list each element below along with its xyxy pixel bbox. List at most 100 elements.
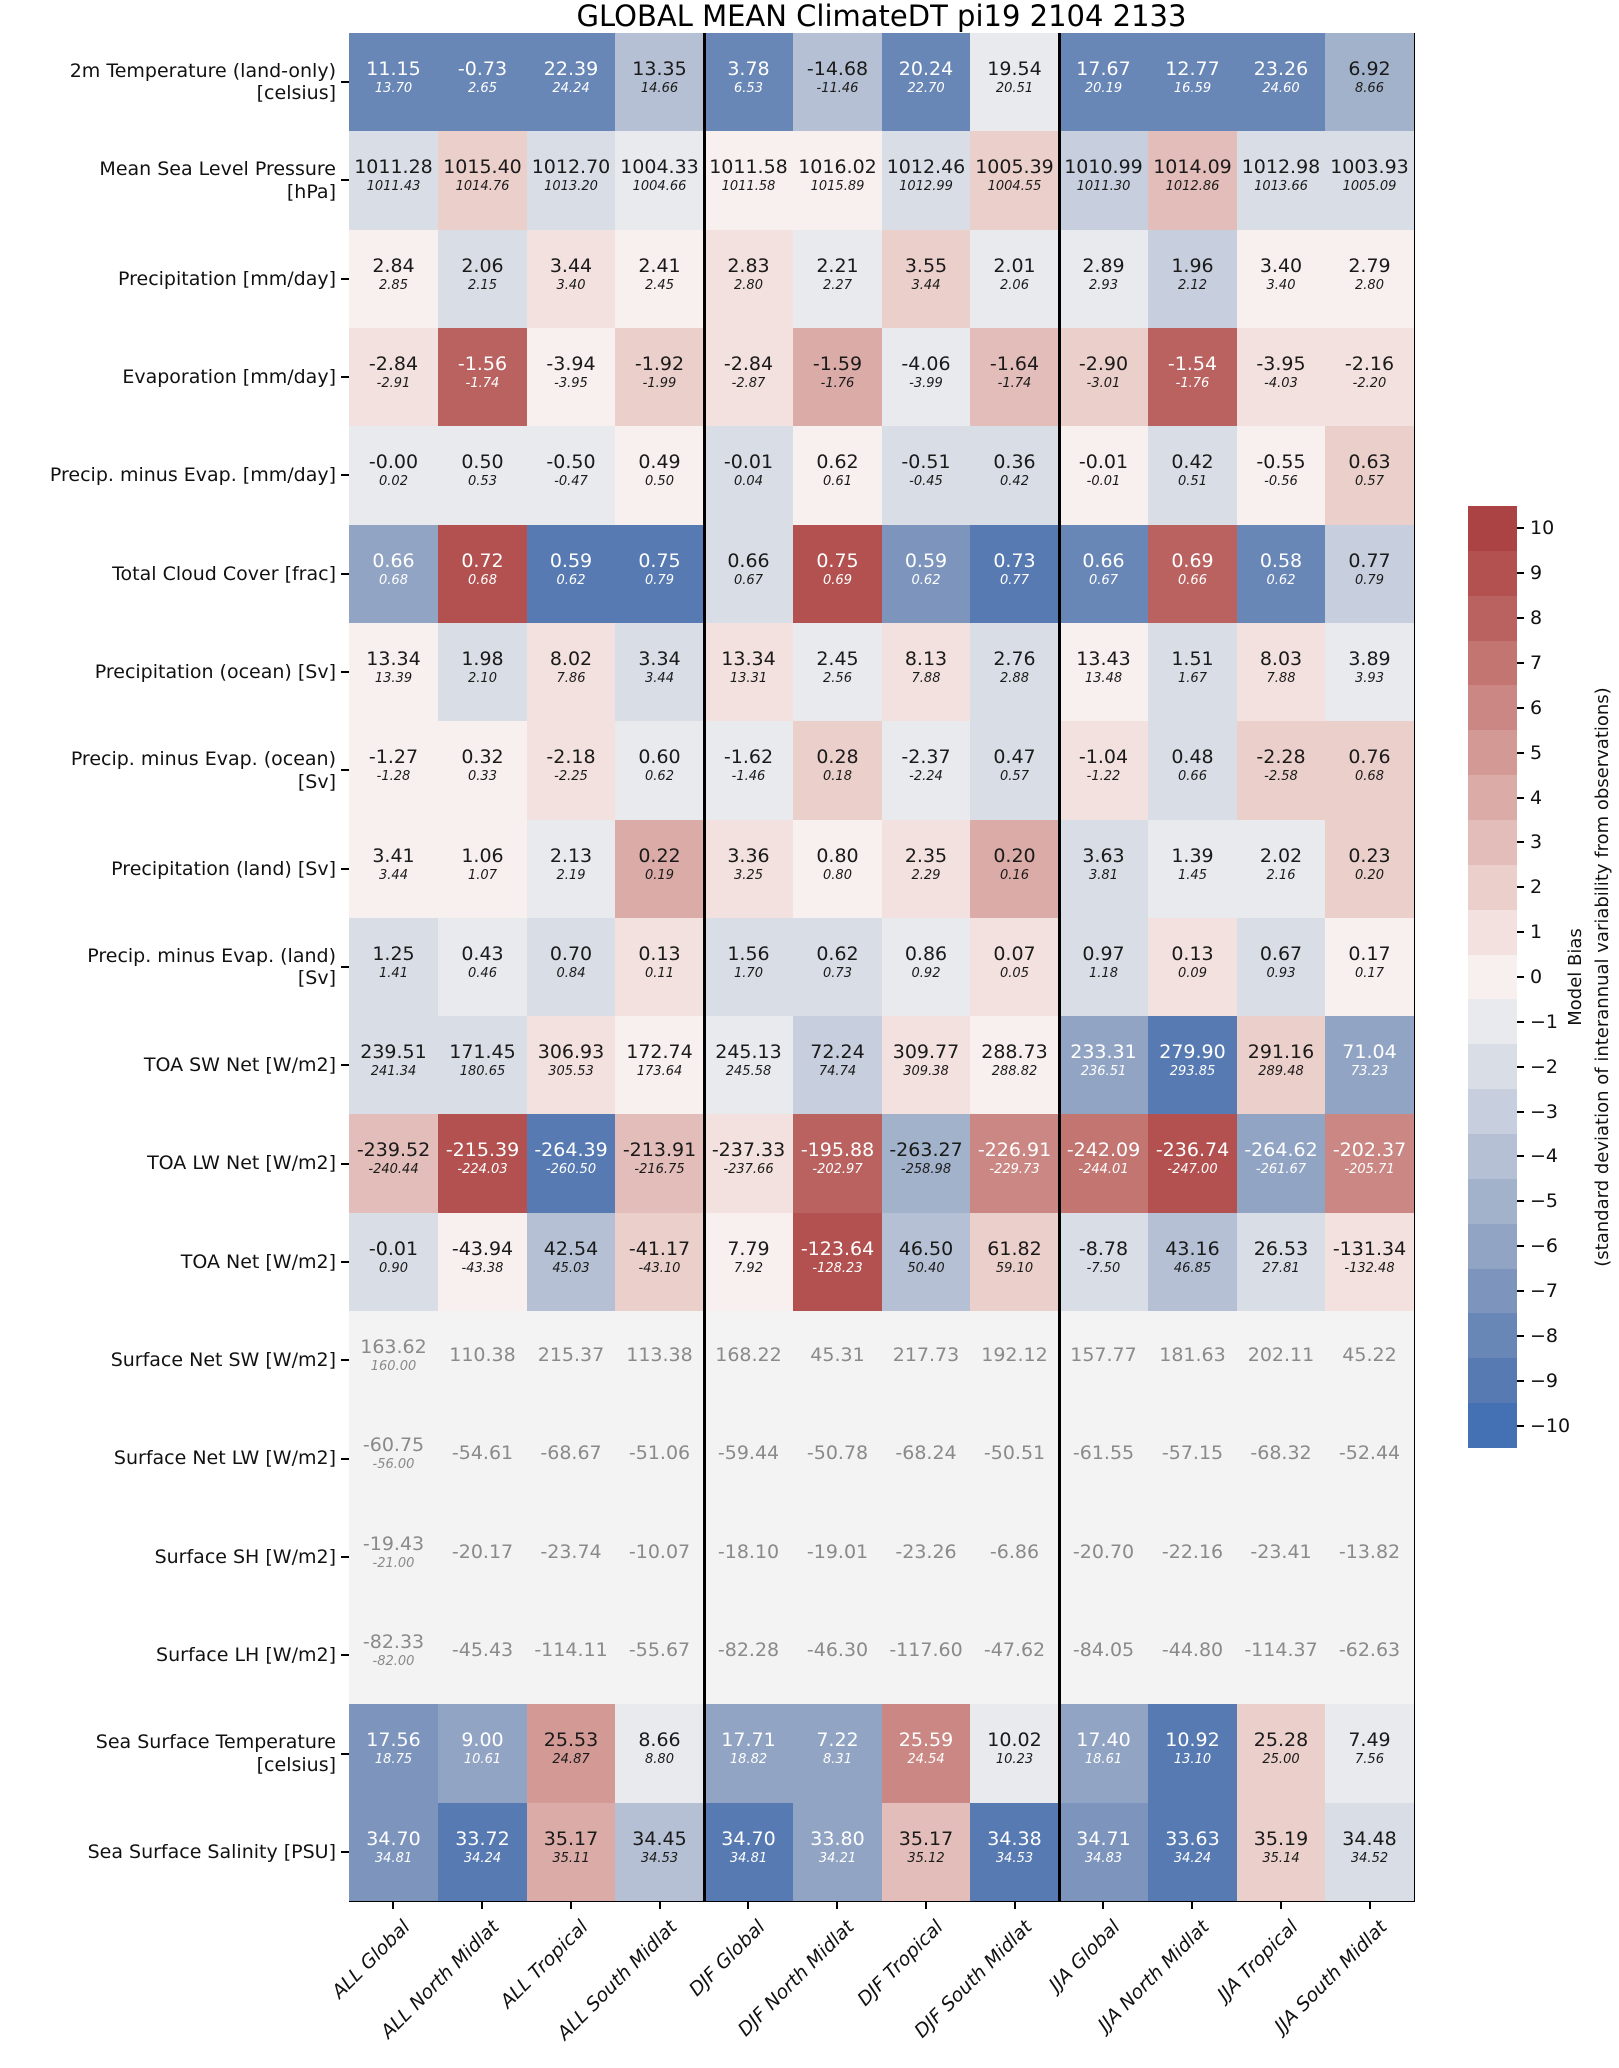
cell-model-value: 172.74: [626, 1040, 693, 1063]
row-label-line: Surface LH [W/m2]: [156, 1643, 336, 1666]
heatmap-cell: 13.34 13.39: [349, 623, 438, 721]
cell-observation-value: 1.70: [734, 965, 763, 981]
cell-observation-value: 20.19: [1084, 80, 1123, 96]
heatmap-cell: 8.03 7.88: [1237, 623, 1325, 721]
cell-model-value: 34.38: [987, 1827, 1042, 1850]
cell-model-value: -44.80: [1161, 1638, 1224, 1661]
cell-model-value: 8.66: [638, 1729, 681, 1751]
y-axis-tick: [341, 81, 349, 84]
colorbar-tick-label: 6: [1530, 696, 1543, 719]
cell-observation-value: 0.17: [1355, 965, 1384, 981]
colorbar-segment: [1468, 640, 1517, 686]
cell-model-value: -1.59: [812, 352, 863, 375]
heatmap-cell: 2.76 2.88: [970, 623, 1059, 721]
heatmap-cell: -19.43 -21.00: [349, 1508, 438, 1606]
heatmap-cell: 0.23 0.20: [1325, 820, 1414, 918]
heatmap-cell: 2.84 2.85: [349, 230, 438, 328]
heatmap-cell: 0.47 0.57: [970, 721, 1059, 820]
cell-model-value: 71.04: [1342, 1040, 1397, 1063]
cell-observation-value: -3.95: [554, 375, 588, 391]
heatmap-cell: 0.75 0.69: [793, 525, 882, 623]
cell-observation-value: 0.33: [468, 769, 497, 784]
cell-observation-value: 2.93: [1089, 277, 1118, 293]
heatmap-cell: -117.60: [882, 1606, 970, 1704]
cell-model-value: 17.40: [1076, 1729, 1131, 1751]
heatmap-cell: 34.70 34.81: [704, 1803, 793, 1901]
cell-observation-value: 241.34: [370, 1063, 417, 1079]
cell-observation-value: -224.03: [457, 1162, 508, 1177]
cell-model-value: -123.64: [800, 1237, 875, 1260]
heatmap-cell: 71.04 73.23: [1325, 1016, 1414, 1114]
heatmap-cell: 0.49 0.50: [615, 426, 704, 525]
cell-model-value: -47.62: [983, 1638, 1046, 1661]
heatmap-cell: 0.75 0.79: [615, 525, 704, 623]
cell-observation-value: 0.09: [1178, 965, 1207, 981]
axis-spine-bottom: [349, 1900, 1415, 1902]
cell-model-value: -3.95: [1256, 352, 1306, 375]
cell-observation-value: 173.64: [636, 1063, 683, 1079]
cell-model-value: -68.24: [895, 1442, 957, 1464]
cell-observation-value: 0.67: [1089, 572, 1118, 588]
y-axis-tick: [341, 769, 349, 772]
heatmap-cell: 0.69 0.66: [1148, 525, 1237, 623]
heatmap-cell: 0.13 0.11: [615, 918, 704, 1016]
heatmap-cell: -213.91 -216.75: [615, 1114, 704, 1213]
heatmap-cell: -52.44: [1325, 1409, 1414, 1508]
cell-model-value: 2.35: [904, 844, 948, 867]
cell-model-value: -4.06: [901, 352, 951, 375]
heatmap-cell: 245.13 245.58: [704, 1016, 793, 1114]
cell-model-value: -2.84: [723, 352, 774, 375]
cell-observation-value: -56.00: [372, 1457, 415, 1472]
row-label-line: Surface SH [W/m2]: [154, 1545, 336, 1568]
cell-model-value: 0.59: [904, 549, 948, 572]
heatmap-cell: 25.53 24.87: [527, 1704, 615, 1803]
colorbar-tick-label: −4: [1530, 1145, 1559, 1168]
heatmap-cell: 33.63 34.24: [1148, 1803, 1237, 1901]
cell-model-value: 17.56: [366, 1729, 421, 1751]
cell-observation-value: 288.82: [991, 1063, 1038, 1079]
heatmap-cell: 1012.98 1013.66: [1237, 131, 1325, 230]
colorbar-tick: [1517, 751, 1524, 754]
heatmap-cell: -62.63: [1325, 1606, 1414, 1704]
row-label-line: Precipitation (land) [Sv]: [111, 857, 336, 880]
cell-model-value: 12.77: [1165, 57, 1220, 80]
x-axis-tick: [747, 1901, 750, 1909]
cell-observation-value: -0.45: [909, 474, 943, 489]
row-label-line: TOA Net [W/m2]: [180, 1250, 336, 1273]
cell-observation-value: -2.24: [909, 769, 943, 784]
heatmap-cell: -1.62 -1.46: [704, 721, 793, 820]
cell-model-value: 0.42: [1171, 451, 1214, 473]
x-axis-tick: [924, 1901, 927, 1909]
cell-observation-value: -247.00: [1167, 1162, 1218, 1177]
cell-observation-value: -2.25: [554, 769, 588, 784]
cell-model-value: 1.98: [461, 647, 504, 670]
cell-model-value: 25.53: [543, 1729, 599, 1751]
cell-observation-value: -3.01: [1086, 375, 1121, 391]
cell-observation-value: -244.01: [1078, 1162, 1129, 1177]
heatmap-cell: 288.73 288.82: [970, 1016, 1059, 1114]
heatmap-cell: 7.22 8.31: [793, 1704, 882, 1803]
heatmap-cell: -2.90 -3.01: [1059, 328, 1148, 426]
heatmap-cell: 0.70 0.84: [527, 918, 615, 1016]
heatmap-cell: -2.37 -2.24: [882, 721, 970, 820]
y-axis-tick: [341, 376, 349, 379]
x-axis-tick: [569, 1901, 572, 1909]
cell-model-value: -68.32: [1250, 1442, 1312, 1464]
heatmap-cell: 0.28 0.18: [793, 721, 882, 820]
cell-model-value: 11.15: [366, 57, 421, 80]
cell-model-value: 113.38: [626, 1343, 693, 1366]
heatmap-cell: -18.10: [704, 1508, 793, 1606]
heatmap-cell: 0.07 0.05: [970, 918, 1059, 1016]
heatmap-cell: -45.43: [438, 1606, 527, 1704]
cell-model-value: 0.75: [638, 549, 681, 572]
heatmap-cell: 2.01 2.06: [970, 230, 1059, 328]
cell-observation-value: 3.44: [645, 670, 674, 686]
cell-model-value: -57.15: [1161, 1442, 1224, 1464]
cell-observation-value: 50.40: [907, 1260, 945, 1276]
heatmap-cell: -114.37: [1237, 1606, 1325, 1704]
colorbar-tick: [1517, 931, 1524, 934]
cell-model-value: 0.43: [461, 942, 504, 965]
cell-model-value: 25.59: [898, 1729, 954, 1751]
heatmap-cell: 0.67 0.93: [1237, 918, 1325, 1016]
cell-model-value: 23.26: [1253, 57, 1309, 80]
